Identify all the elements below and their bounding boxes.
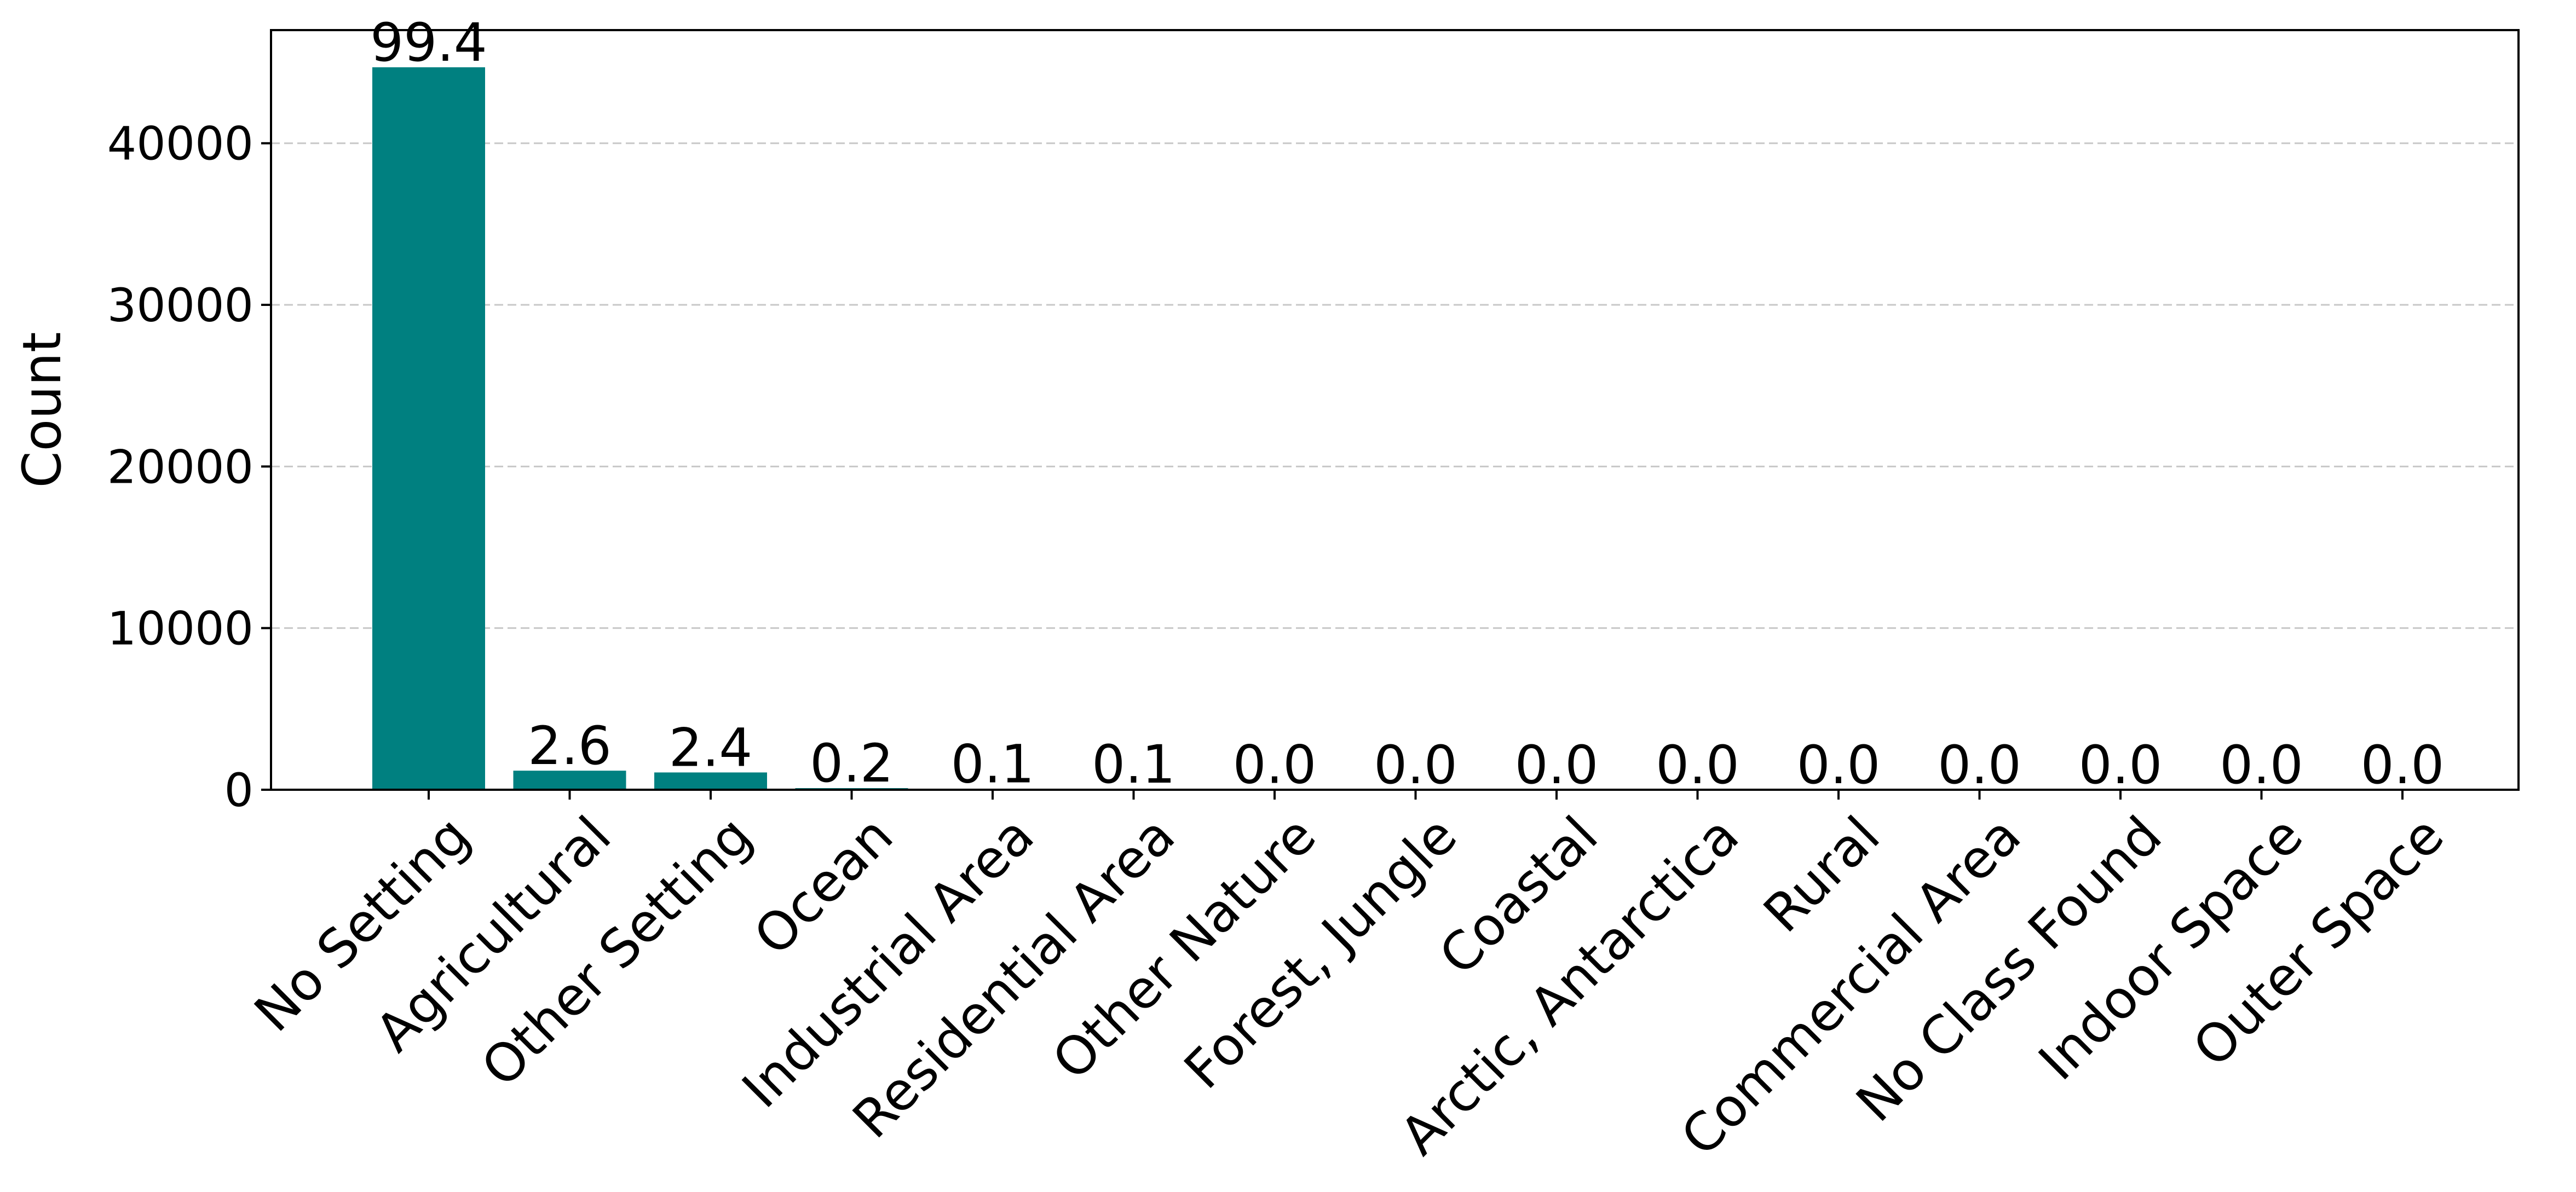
bar-value-label: 0.1 (1092, 734, 1175, 795)
y-tick-label: 0 (224, 763, 253, 817)
bar-value-label: 0.0 (1515, 734, 1599, 796)
bars (372, 67, 2459, 790)
bar (654, 772, 767, 790)
bar-value-label: 0.0 (1233, 734, 1317, 796)
bar-value-label: 0.0 (2079, 734, 2163, 796)
bar-value-label: 99.4 (370, 12, 487, 73)
y-tick-label: 10000 (107, 602, 253, 656)
x-tick-label: Outer Space (2181, 805, 2455, 1078)
bar-value-labels: 99.4 2.6 2.4 0.2 0.1 0.1 0.0 0.0 0.0 0.0 0.0 0.0 0.0… (370, 12, 2444, 796)
bar-value-label: 2.4 (669, 717, 753, 778)
y-axis-title: Count (11, 332, 73, 488)
bar-value-label: 0.0 (1656, 734, 1739, 796)
bar-value-label: 2.6 (528, 715, 612, 777)
plot-area-frame (270, 29, 2520, 791)
y-tick-label: 40000 (107, 117, 253, 171)
y-axis-ticks: 0 10000 20000 30000 40000 (107, 117, 271, 817)
bar-value-label: 0.2 (810, 733, 894, 794)
bar-value-label: 0.0 (1374, 734, 1457, 796)
bar-value-label: 0.1 (951, 734, 1035, 795)
bar-value-label: 0.0 (2220, 734, 2303, 796)
y-tick-label: 30000 (107, 279, 253, 332)
bar (372, 67, 485, 790)
bar-value-label: 0.0 (1938, 734, 2021, 796)
bar-value-label: 0.0 (2361, 734, 2445, 796)
bar-value-label: 0.0 (1797, 734, 1881, 796)
grid-lines (271, 142, 2519, 629)
y-tick-label: 20000 (107, 440, 253, 494)
bar (513, 771, 626, 790)
